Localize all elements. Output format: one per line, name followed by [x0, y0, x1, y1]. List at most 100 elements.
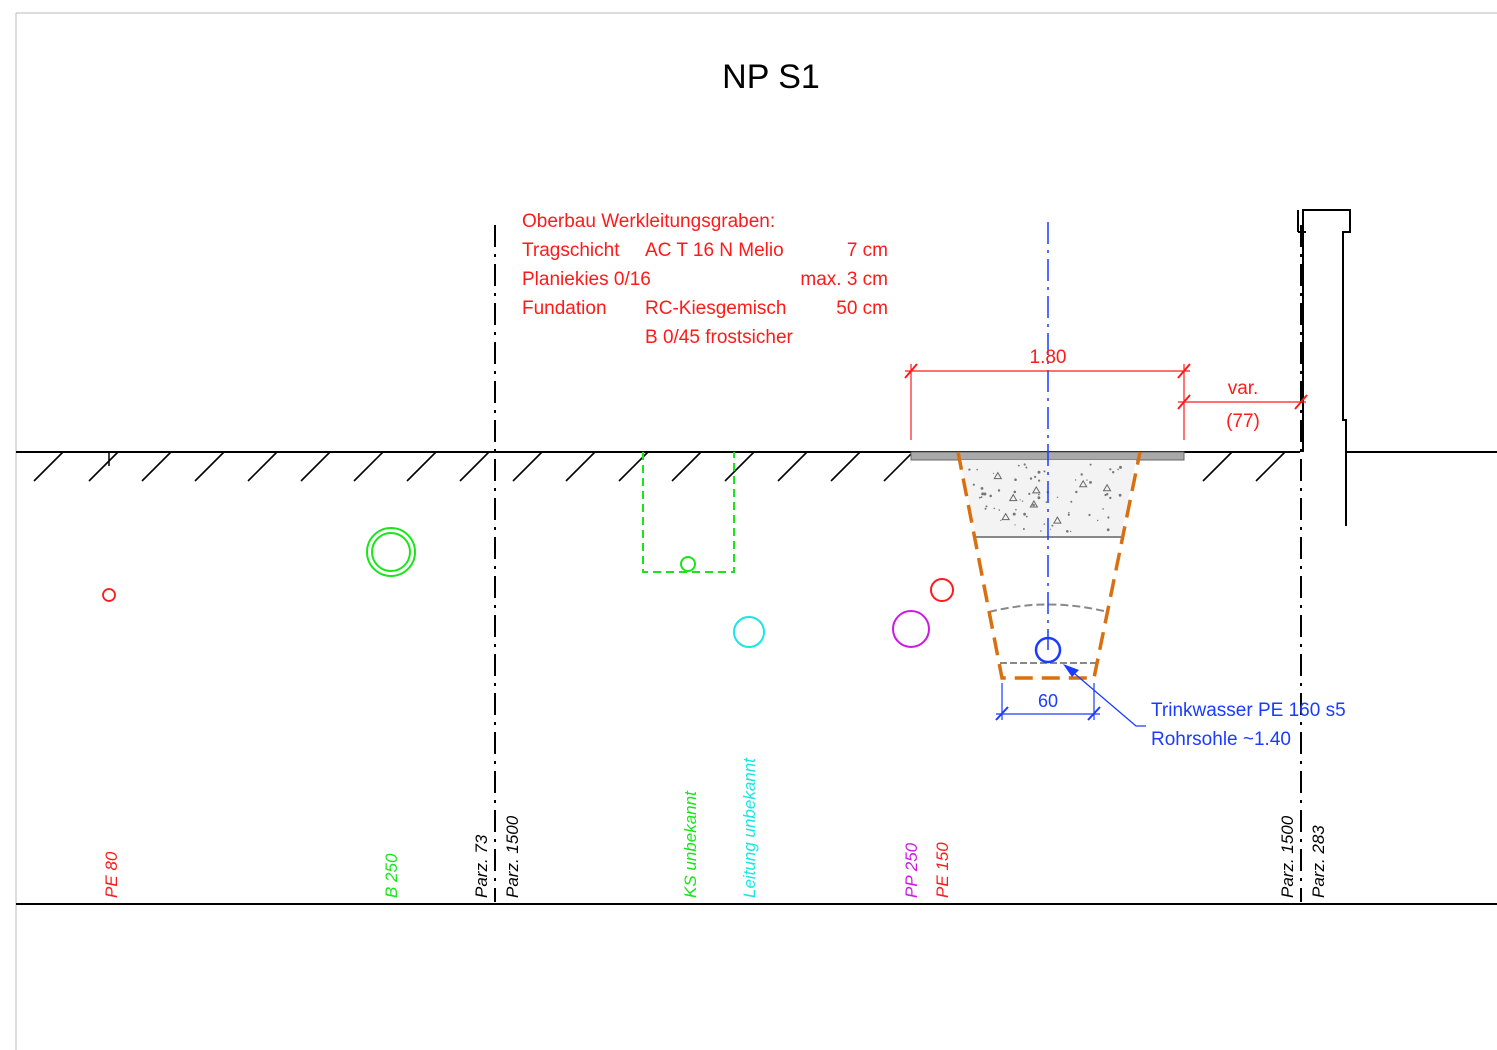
gravel-dot	[1097, 519, 1099, 522]
dimension-bottom-label: 60	[1038, 691, 1058, 711]
gravel-dot	[1029, 477, 1033, 480]
gravel-dot	[1080, 473, 1083, 476]
label-pe80: PE 80	[102, 851, 121, 898]
gravel-stone	[1031, 485, 1041, 494]
gravel-dot	[980, 496, 983, 499]
hatch-stroke	[406, 451, 437, 482]
gravel-dot	[1045, 501, 1048, 503]
gravel-stone	[993, 471, 1003, 480]
gravel-stipple	[968, 463, 1122, 533]
pipe-note-leader	[1067, 667, 1146, 727]
gravel-dot	[1106, 528, 1110, 532]
gravel-dot	[997, 489, 1001, 492]
gravel-stone	[1053, 516, 1062, 524]
hatch-stroke	[247, 451, 278, 482]
gravel-dot	[985, 505, 988, 508]
hatch-stroke	[830, 451, 861, 482]
gravel-dot	[1051, 524, 1054, 527]
dimension-tick	[904, 363, 918, 379]
pipe-b250-outer	[366, 527, 416, 577]
hatch-stroke	[353, 451, 384, 482]
gravel-dot	[976, 468, 978, 471]
gravel-dot	[1014, 524, 1016, 526]
gravel-dot	[1089, 463, 1092, 466]
gravel-dot	[968, 468, 971, 471]
pipe-pe150	[930, 578, 954, 602]
hatch-stroke	[883, 451, 914, 482]
hatch-stroke	[459, 451, 490, 482]
gravel-dot	[1028, 492, 1031, 495]
hatch-stroke	[1255, 451, 1286, 482]
gravel-stone	[1029, 499, 1039, 508]
gravel-dot	[1038, 493, 1040, 496]
gravel-dot	[1025, 515, 1028, 518]
label-pp250: PP 250	[902, 842, 921, 898]
gravel-dot	[1067, 513, 1070, 516]
gravel-dot	[978, 496, 981, 499]
gravel-dot	[983, 492, 987, 496]
bedding-top-line	[988, 603, 1109, 613]
gravel-dot	[1118, 493, 1122, 497]
gravel-stone	[1008, 493, 1018, 502]
gravel-dot	[1023, 463, 1026, 466]
trench-outline	[956, 451, 1142, 680]
oberbau-row-2-layer: Planiekies 0/16	[522, 269, 651, 290]
hatch-stroke	[33, 451, 64, 482]
gravel-dot	[1075, 490, 1078, 494]
gravel-dot	[1014, 478, 1017, 482]
hatch-stroke	[194, 451, 225, 482]
gravel-dot	[1109, 496, 1112, 500]
gravel-dot	[972, 483, 975, 486]
label-pe150: PE 150	[933, 842, 952, 898]
oberbau-heading: Oberbau Werkleitungsgraben:	[522, 211, 775, 232]
pipe-note-line-2: Rohrsohle ~1.40	[1151, 729, 1291, 750]
gravel-dot	[1070, 500, 1073, 503]
hatch-stroke	[512, 451, 543, 482]
oberbau-row-3-layer: Fundation	[522, 298, 607, 319]
oberbau-row-1-layer: Tragschicht	[522, 240, 620, 261]
gravel-dot	[981, 492, 985, 496]
dimension-tick	[995, 706, 1009, 721]
gravel-dot	[1089, 481, 1092, 484]
gravel-dot	[1043, 523, 1046, 525]
dimension-var-value: (77)	[1226, 411, 1260, 432]
oberbau-row-3-material: RC-Kiesgemisch	[645, 298, 786, 319]
label-parz-1500-left: Parz. 1500	[503, 815, 522, 898]
gravel-dot	[1012, 512, 1016, 516]
gravel-dot	[1015, 508, 1017, 511]
gravel-dot	[1069, 530, 1072, 533]
dimension-trench-width: 1.80	[904, 347, 1191, 440]
label-parz-283: Parz. 283	[1309, 825, 1328, 898]
gravel-dot	[1000, 519, 1002, 522]
gravel-dot	[1019, 499, 1021, 501]
pipe-note-line-1: Trinkwasser PE 160 s5	[1151, 700, 1346, 721]
pipe-b250-inner	[371, 532, 411, 572]
gravel-dot	[998, 509, 1001, 511]
pipe-note-arrowhead	[1063, 664, 1079, 677]
hatch-stroke	[724, 451, 755, 482]
hatch-stroke	[777, 451, 808, 482]
dimension-tick	[1087, 706, 1101, 721]
pipe-trinkwasser	[1034, 636, 1062, 664]
trench	[910, 222, 1185, 680]
hatch-stroke	[300, 451, 331, 482]
gravel-dot	[1032, 503, 1035, 507]
label-parz-73: Parz. 73	[472, 834, 491, 898]
gravel-dot	[1106, 493, 1109, 496]
gravel-dot	[1068, 512, 1070, 514]
gravel-dot	[984, 507, 987, 510]
pipe-pe80	[102, 588, 116, 602]
dimension-var-label: var.	[1228, 378, 1259, 399]
ks-chamber-outline	[642, 452, 735, 573]
gravel-dot	[1038, 479, 1041, 482]
gravel-dot	[1022, 528, 1025, 530]
gravel-dot	[1049, 528, 1052, 530]
gravel-dot	[1119, 465, 1122, 469]
drawing-title: NP S1	[722, 58, 820, 96]
dimension-width-label: 1.80	[1030, 347, 1067, 368]
hatch-stroke	[565, 451, 596, 482]
ground-hatching	[33, 451, 1286, 482]
gravel-dot	[1056, 496, 1059, 498]
gravel-dot	[1040, 530, 1042, 532]
